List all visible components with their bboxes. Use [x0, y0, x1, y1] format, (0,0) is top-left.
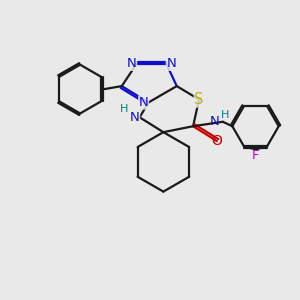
Text: O: O	[212, 134, 222, 148]
Text: N: N	[130, 111, 140, 124]
Text: H: H	[120, 104, 128, 114]
Text: H: H	[221, 110, 229, 120]
Text: N: N	[127, 57, 136, 70]
Text: N: N	[166, 57, 176, 70]
Text: F: F	[252, 149, 259, 162]
Text: N: N	[139, 96, 148, 109]
Text: S: S	[194, 92, 204, 107]
Text: N: N	[209, 115, 219, 128]
